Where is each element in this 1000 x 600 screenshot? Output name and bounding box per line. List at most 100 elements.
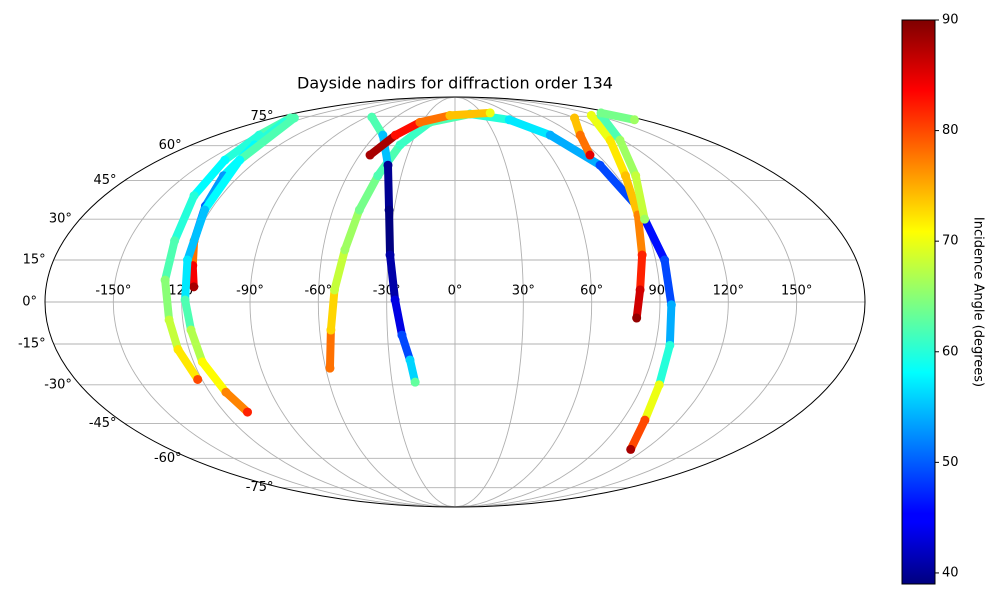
track-segment — [606, 136, 630, 180]
nadir-point — [410, 377, 420, 387]
nadir-point — [221, 387, 231, 397]
nadir-point — [575, 130, 585, 140]
nadir-point — [390, 295, 400, 305]
map-border — [44, 96, 866, 508]
colorbar-label: Incidence Angle (degrees) — [971, 217, 986, 387]
colorbar-tick-label: 90 — [942, 13, 959, 28]
y-tick-label: 60° — [159, 138, 182, 153]
track-segment — [505, 115, 555, 140]
track-segment — [660, 256, 676, 309]
nadir-point — [504, 115, 514, 125]
x-tick-label: -150° — [95, 284, 131, 299]
y-tick-label: 45° — [94, 173, 117, 188]
nadir-point — [200, 205, 210, 215]
track-segment — [325, 326, 335, 373]
colorbar-tick-label: 40 — [942, 565, 959, 580]
track-segment — [633, 210, 647, 260]
track-segment — [220, 131, 264, 165]
nadir-point — [243, 407, 253, 417]
track-segment — [221, 388, 252, 417]
nadir-point — [164, 315, 174, 325]
nadir-point — [367, 112, 377, 122]
track-segment — [597, 108, 639, 124]
grid-line — [454, 96, 524, 508]
nadir-point — [631, 171, 641, 181]
x-tick-label: 30° — [512, 284, 535, 299]
track-segment — [330, 245, 349, 294]
grid-line — [112, 96, 456, 508]
track-segment — [366, 131, 400, 160]
grid-line — [386, 96, 456, 508]
nadir-point — [170, 236, 180, 246]
nadir-point — [596, 108, 606, 118]
nadir-point — [485, 108, 495, 118]
y-tick-label: -75° — [246, 480, 274, 495]
track-segment — [181, 256, 192, 305]
x-tick-label: 0° — [448, 284, 463, 299]
track-segment — [174, 345, 202, 384]
nadir-point — [180, 295, 190, 305]
track-segment — [615, 136, 640, 180]
colorbar-tick-label: 60 — [942, 344, 959, 359]
y-tick-label: -45° — [89, 416, 117, 431]
x-tick-label: -60° — [304, 284, 332, 299]
nadir-point — [654, 380, 664, 390]
track-segment — [170, 191, 199, 245]
track-segment — [445, 108, 495, 120]
nadir-point — [373, 171, 383, 181]
grid-line — [454, 96, 729, 508]
grid-line — [249, 96, 456, 508]
nadir-point — [405, 355, 415, 365]
x-tick-label: 150° — [781, 284, 812, 299]
track-segment — [165, 315, 183, 354]
nadir-point — [365, 150, 375, 160]
grid-line — [454, 96, 798, 508]
nadir-point — [325, 363, 335, 373]
track-segment — [187, 326, 207, 366]
x-tick-label: 60° — [580, 284, 603, 299]
nadir-point — [235, 155, 245, 165]
nadir-point — [586, 110, 596, 120]
nadir-point — [445, 110, 455, 120]
track-segment — [326, 285, 339, 335]
track-segment — [161, 276, 174, 324]
y-tick-label: 75° — [250, 109, 273, 124]
track-segment — [587, 111, 615, 145]
nadir-point — [160, 275, 170, 285]
nadir-point — [385, 250, 395, 260]
nadir-point — [569, 113, 579, 123]
grid-line — [317, 96, 456, 508]
nadir-point — [640, 214, 650, 224]
nadir-point — [395, 140, 405, 150]
y-tick-label: 0° — [22, 295, 37, 310]
track-segment — [636, 251, 647, 294]
nadir-point — [186, 325, 196, 335]
grid-line — [454, 96, 593, 508]
nadir-point — [383, 160, 393, 170]
nadir-point — [585, 150, 595, 160]
x-tick-label: 120° — [713, 284, 744, 299]
track-segment — [665, 300, 676, 350]
track-segment — [235, 113, 299, 165]
nadir-point — [193, 374, 203, 384]
nadir-point — [326, 325, 336, 335]
x-tick-label: -90° — [236, 284, 264, 299]
y-tick-label: -15° — [18, 336, 46, 351]
track-segment — [621, 171, 642, 219]
nadir-point — [173, 345, 183, 355]
nadir-point — [665, 340, 675, 350]
nadir-point — [220, 155, 230, 165]
nadir-point — [384, 205, 394, 215]
nadir-point — [189, 191, 199, 201]
nadir-point — [666, 300, 676, 310]
nadir-point — [340, 245, 350, 255]
track-segment — [632, 285, 645, 323]
colorbar-tick-label: 80 — [942, 123, 959, 138]
nadir-point — [397, 330, 407, 340]
track-segment — [396, 118, 434, 149]
track-segment — [640, 380, 664, 425]
nadir-point — [354, 205, 364, 215]
nadir-point — [182, 255, 192, 265]
nadir-point — [605, 135, 615, 145]
